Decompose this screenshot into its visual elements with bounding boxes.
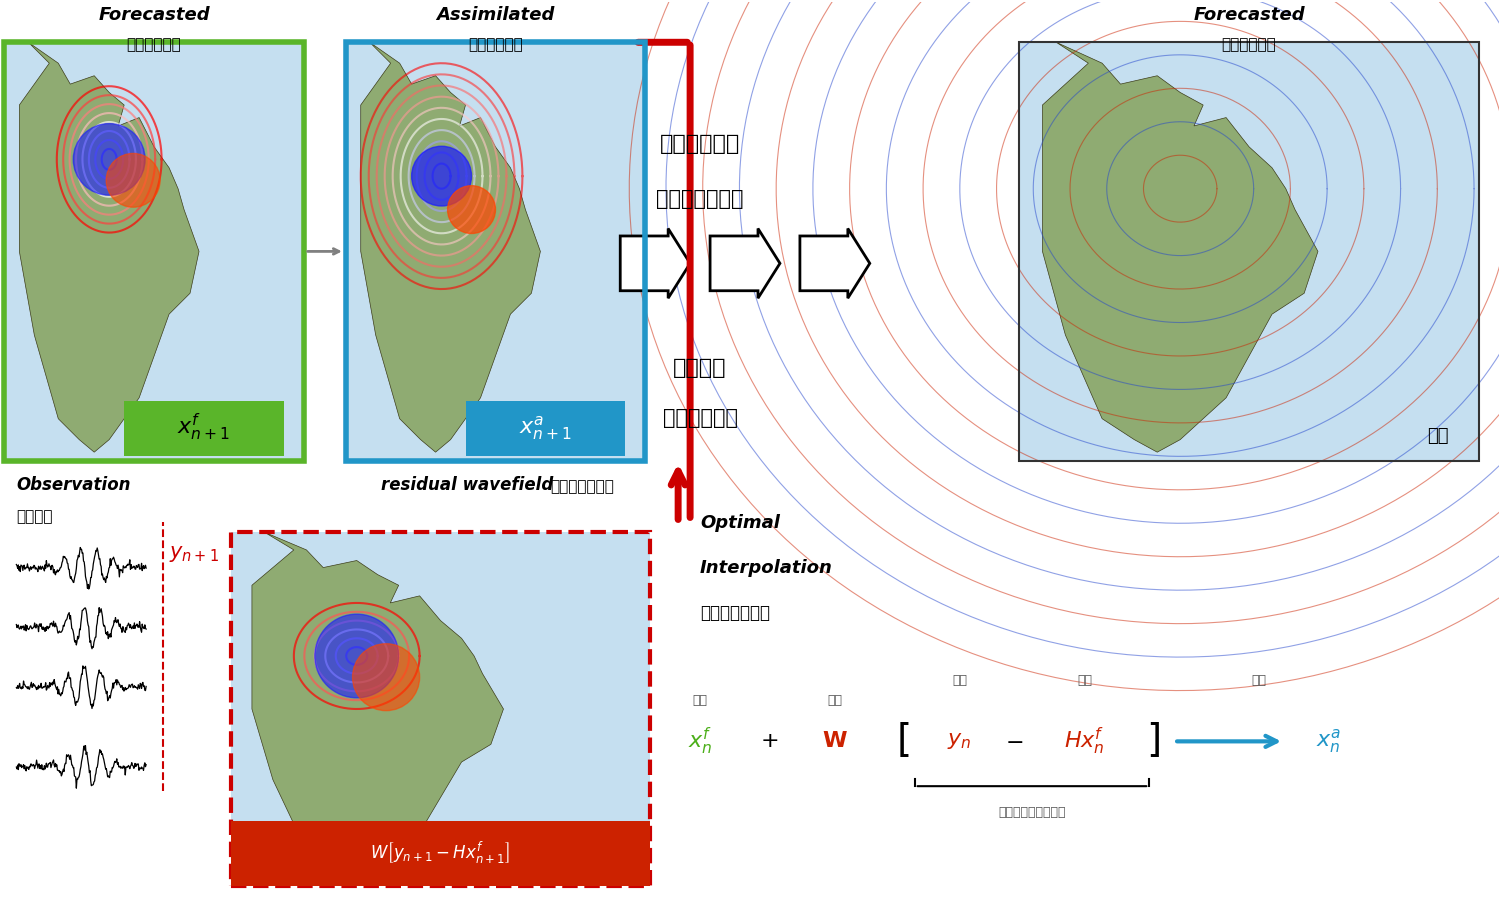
Text: Interpolation: Interpolation xyxy=(700,559,832,577)
Text: $y_n$: $y_n$ xyxy=(948,731,972,751)
Text: 波動伝播予測: 波動伝播予測 xyxy=(660,134,740,154)
Text: Assimilated: Assimilated xyxy=(436,6,555,24)
Text: （残差波動場）: （残差波動場） xyxy=(550,479,614,494)
Text: Observation: Observation xyxy=(16,477,130,494)
Text: （予測結果）: （予測結果） xyxy=(126,37,182,53)
Circle shape xyxy=(447,185,495,233)
Polygon shape xyxy=(360,42,540,452)
Text: $x^f_n$: $x^f_n$ xyxy=(688,726,712,757)
Text: 予測: 予測 xyxy=(1077,674,1092,687)
Bar xyxy=(1020,42,1479,460)
Text: （スパコン）: （スパコン） xyxy=(663,408,738,428)
Text: Forecasted: Forecasted xyxy=(1194,6,1305,24)
Text: Optimal: Optimal xyxy=(700,514,780,532)
Text: 同化: 同化 xyxy=(1251,674,1266,687)
Circle shape xyxy=(411,147,471,206)
Text: $\mathbf{W}$: $\mathbf{W}$ xyxy=(822,731,848,751)
Bar xyxy=(1020,42,1479,460)
Text: 残差（観測ー予測）: 残差（観測ー予測） xyxy=(998,806,1065,819)
Text: residual wavefield: residual wavefield xyxy=(381,477,554,494)
FancyArrow shape xyxy=(710,229,780,298)
Text: 予測: 予測 xyxy=(693,693,708,706)
Text: 内挿: 内挿 xyxy=(828,693,843,706)
Polygon shape xyxy=(252,532,504,879)
Bar xyxy=(4,42,304,460)
Text: [: [ xyxy=(897,722,912,761)
Bar xyxy=(345,42,645,460)
Text: $x^f_{n+1}$: $x^f_{n+1}$ xyxy=(177,412,231,443)
Text: $Hx^f_n$: $Hx^f_n$ xyxy=(1064,726,1104,757)
Text: $x^a_n$: $x^a_n$ xyxy=(1317,727,1341,755)
Circle shape xyxy=(74,124,146,195)
FancyArrow shape xyxy=(620,229,690,298)
Circle shape xyxy=(315,614,399,698)
Bar xyxy=(231,532,650,886)
Bar xyxy=(465,401,626,455)
Circle shape xyxy=(352,644,420,711)
Text: $x^a_{n+1}$: $x^a_{n+1}$ xyxy=(519,414,572,442)
Bar xyxy=(231,821,650,886)
Text: Forecasted: Forecasted xyxy=(99,6,210,24)
Text: 未来: 未来 xyxy=(1426,427,1449,444)
Bar xyxy=(124,401,284,455)
Polygon shape xyxy=(1042,42,1318,452)
Text: （観測）: （観測） xyxy=(16,509,53,525)
Text: （３Ｄ差分法）: （３Ｄ差分法） xyxy=(657,189,744,208)
Text: 観測: 観測 xyxy=(952,674,968,687)
Text: $y_{n+1}$: $y_{n+1}$ xyxy=(170,544,219,564)
Bar xyxy=(345,42,645,460)
Polygon shape xyxy=(20,42,200,452)
Text: （同化結果）: （同化結果） xyxy=(1221,37,1276,53)
Bar xyxy=(4,42,304,460)
Text: （同化結果）: （同化結果） xyxy=(468,37,524,53)
FancyArrow shape xyxy=(800,229,870,298)
Text: 高速計算: 高速計算 xyxy=(674,358,728,378)
Text: $-$: $-$ xyxy=(1005,731,1023,751)
Bar xyxy=(231,532,650,886)
Text: ]: ] xyxy=(1146,722,1162,761)
Text: $W\left[y_{n+1} - Hx^f_{n+1}\right]$: $W\left[y_{n+1} - Hx^f_{n+1}\right]$ xyxy=(370,840,510,866)
Text: +: + xyxy=(760,731,780,751)
Text: （最適内挿法）: （最適内挿法） xyxy=(700,604,770,621)
Circle shape xyxy=(106,153,160,207)
